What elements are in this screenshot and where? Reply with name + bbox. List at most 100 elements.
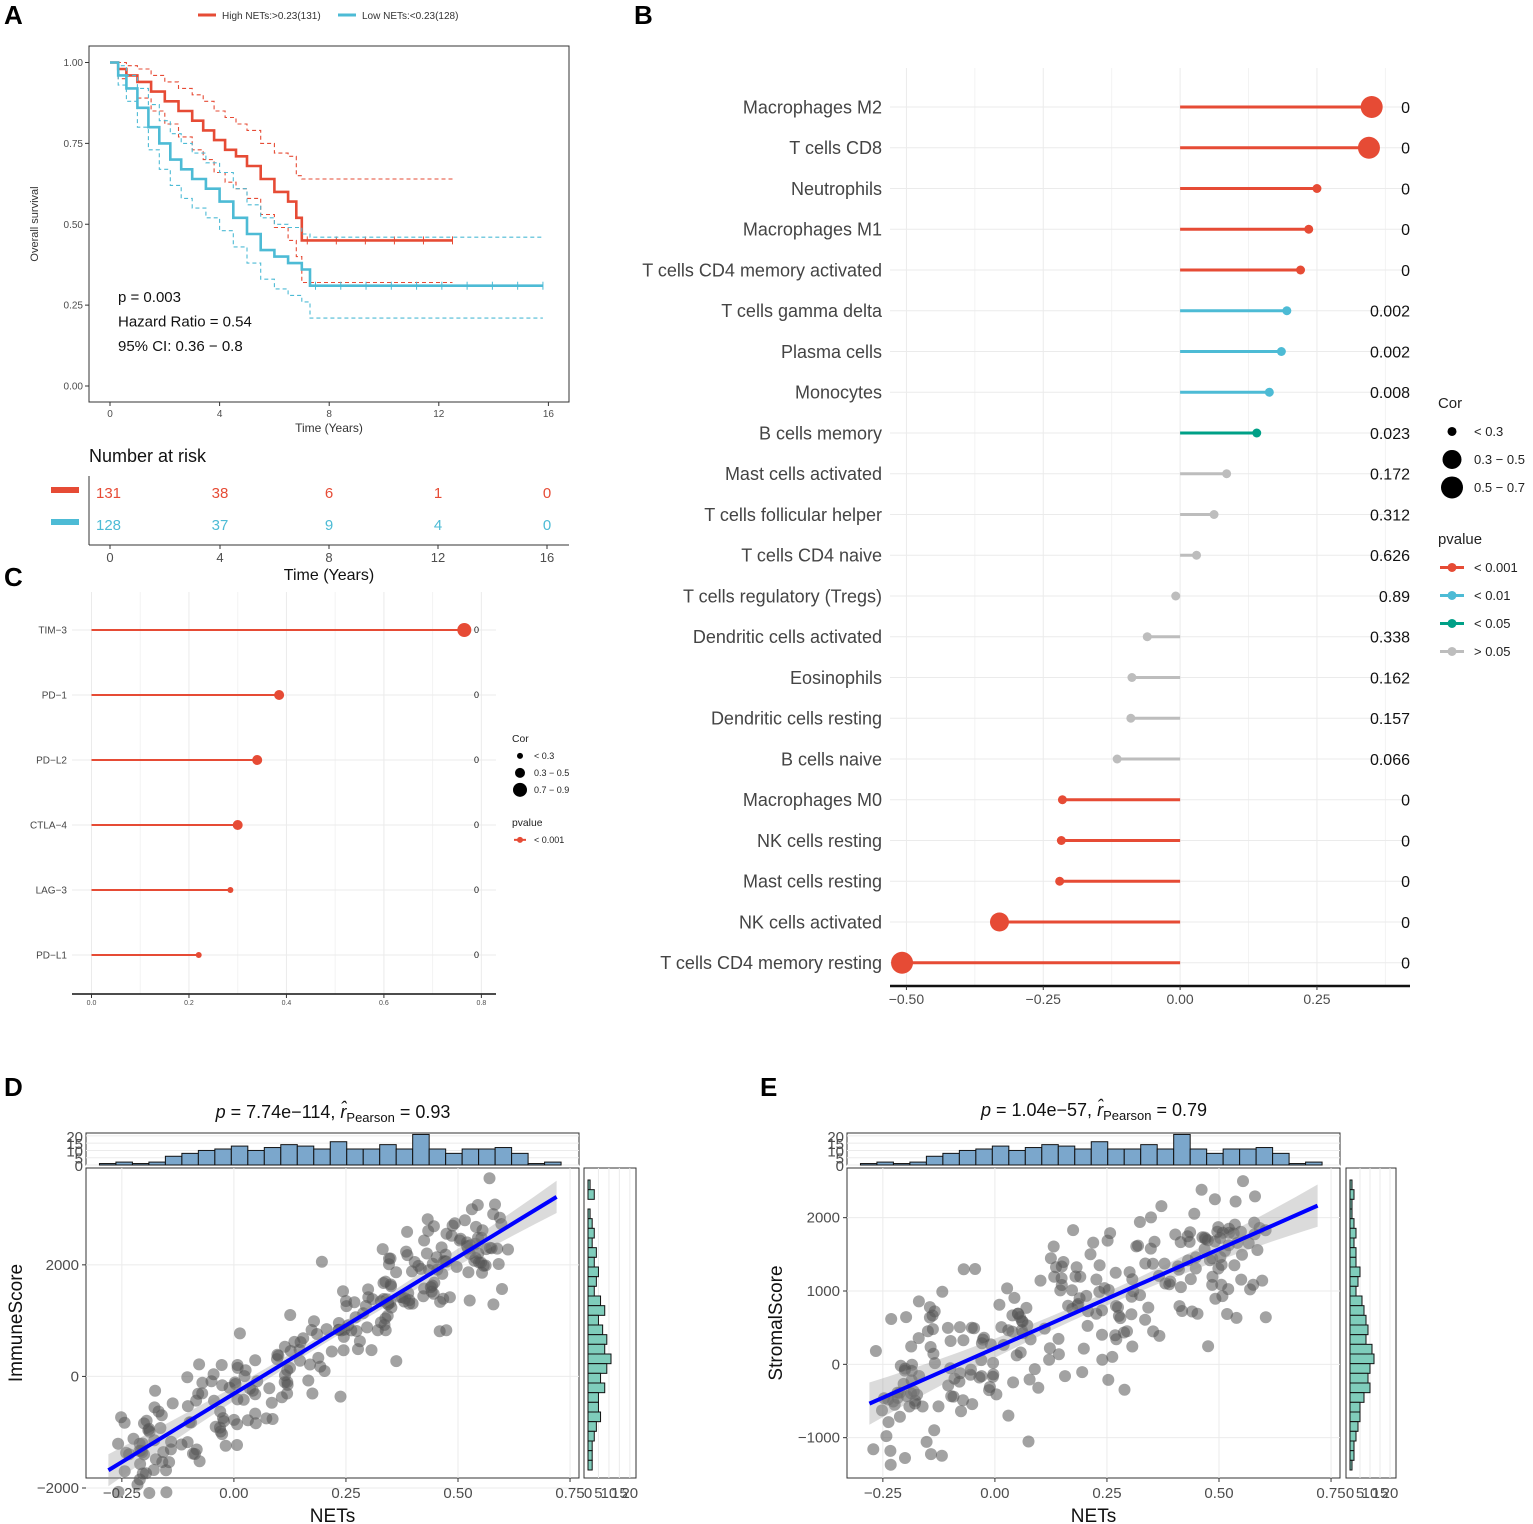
legend-cor-label: 0.5 − 0.7 bbox=[1474, 480, 1525, 495]
lollipop-category-label: PD−1 bbox=[42, 691, 68, 702]
scatter-point bbox=[471, 1199, 484, 1211]
top-histogram-bar bbox=[115, 1161, 133, 1166]
scatter-point bbox=[136, 1467, 149, 1480]
panel-letter-c: C bbox=[4, 562, 23, 592]
top-histogram-bar bbox=[1255, 1147, 1274, 1166]
scatter-point bbox=[1249, 1190, 1261, 1203]
scatter-point bbox=[426, 1257, 439, 1270]
right-histogram-bar bbox=[587, 1401, 599, 1413]
scatter-point bbox=[1169, 1228, 1182, 1241]
right-histogram-bar bbox=[1349, 1353, 1375, 1365]
scatter-point bbox=[112, 1485, 125, 1498]
lollipop-pvalue-label: 0 bbox=[1401, 181, 1410, 198]
lollipop-x-tick-label: 0.25 bbox=[1303, 991, 1330, 1007]
scatter-point bbox=[928, 1424, 941, 1437]
scatter-point bbox=[1184, 1273, 1197, 1286]
scatter-point bbox=[1087, 1236, 1100, 1249]
scatter-point bbox=[337, 1330, 350, 1343]
scatter-point bbox=[1248, 1216, 1261, 1229]
scatter-point bbox=[1188, 1207, 1201, 1220]
right-histogram-bar bbox=[587, 1392, 599, 1403]
scatter-point bbox=[435, 1241, 448, 1254]
km-x-tick-label: 0 bbox=[107, 409, 113, 420]
scatter-point bbox=[976, 1333, 989, 1346]
top-histogram-bar bbox=[909, 1161, 927, 1166]
scatter-point bbox=[1147, 1325, 1160, 1338]
top-histogram-bar bbox=[379, 1144, 397, 1166]
legend-pvalue-title: pvalue bbox=[1438, 531, 1482, 548]
lollipop-point bbox=[1357, 136, 1380, 159]
lollipop-category-label: T cells regulatory (Tregs) bbox=[683, 586, 882, 606]
top-histogram-bar bbox=[1074, 1148, 1092, 1166]
scatter-point bbox=[1133, 1216, 1146, 1228]
scatter-point bbox=[924, 1341, 937, 1353]
scatter-point bbox=[1235, 1273, 1248, 1286]
scatter-point bbox=[1139, 1257, 1152, 1270]
scatter-point bbox=[1050, 1261, 1062, 1274]
top-histogram-tick-label: 0 bbox=[836, 1158, 844, 1175]
top-histogram-bar bbox=[98, 1163, 117, 1166]
legend-cor-label: 0.7 − 0.9 bbox=[534, 785, 569, 795]
title-p-value: = 7.74e−114, bbox=[226, 1102, 341, 1122]
risk-cell: 128 bbox=[96, 517, 121, 534]
top-histogram-bar bbox=[230, 1145, 249, 1166]
lollipop-x-tick-label: 0.4 bbox=[282, 1000, 292, 1007]
km-legend-label: Low NETs:<0.23(128) bbox=[362, 11, 458, 22]
right-histogram-bar bbox=[1349, 1189, 1355, 1200]
scatter-point bbox=[1126, 1273, 1139, 1286]
lollipop-category-label: T cells gamma delta bbox=[721, 301, 883, 321]
scatter-point bbox=[1052, 1332, 1065, 1345]
top-histogram-bar bbox=[1024, 1147, 1043, 1166]
km-legend-label: High NETs:>0.23(131) bbox=[222, 11, 321, 22]
lollipop-point bbox=[1222, 469, 1232, 479]
legend-cor-label: 0.3 − 0.5 bbox=[1474, 452, 1525, 467]
scatter-point bbox=[496, 1283, 508, 1295]
scatter-point bbox=[334, 1390, 347, 1403]
km-plot-frame bbox=[88, 45, 570, 403]
right-histogram-bar bbox=[587, 1324, 604, 1336]
scatter-point bbox=[239, 1364, 252, 1377]
lollipop-point bbox=[1142, 632, 1152, 642]
scatter-point bbox=[365, 1344, 378, 1357]
lollipop-point bbox=[1276, 347, 1286, 356]
scatter-point bbox=[987, 1356, 1000, 1369]
lollipop-pvalue-label: 0 bbox=[474, 950, 479, 960]
scatter-point bbox=[306, 1387, 319, 1400]
scatter-point bbox=[462, 1266, 475, 1279]
right-histogram-bar bbox=[1349, 1266, 1361, 1278]
legend-pvalue-label: < 0.001 bbox=[1474, 560, 1518, 575]
scatter-point bbox=[487, 1298, 500, 1311]
risk-x-tick-label: 12 bbox=[431, 550, 445, 565]
scatter-point bbox=[993, 1298, 1006, 1311]
scatter-point bbox=[1229, 1195, 1242, 1208]
km-annotation: 95% CI: 0.36 − 0.8 bbox=[118, 338, 243, 355]
scatter-point bbox=[215, 1359, 228, 1371]
scatter-point bbox=[936, 1285, 949, 1298]
legend-cor-title: Cor bbox=[1438, 395, 1462, 412]
risk-cell: 131 bbox=[96, 485, 121, 502]
scatter-point bbox=[1259, 1311, 1272, 1324]
scatter-point bbox=[1242, 1237, 1255, 1250]
scatter-point bbox=[957, 1394, 969, 1407]
scatter-point bbox=[1208, 1235, 1221, 1248]
lollipop-point bbox=[274, 690, 285, 700]
lollipop-pvalue-label: 0.157 bbox=[1370, 711, 1410, 728]
lollipop-x-tick-label: −0.25 bbox=[1026, 991, 1062, 1007]
scatter-point bbox=[1021, 1319, 1034, 1332]
top-histogram-bar bbox=[1222, 1148, 1241, 1166]
right-histogram-bar bbox=[1349, 1324, 1369, 1336]
right-histogram-tick-label: 0 bbox=[1346, 1485, 1354, 1502]
lollipop-pvalue-label: 0 bbox=[1401, 141, 1410, 158]
risk-table-title: Number at risk bbox=[89, 446, 207, 466]
scatter-point bbox=[470, 1220, 482, 1233]
scatter-point bbox=[476, 1266, 488, 1279]
panel-c-lollipop: TIM−3 0 PD−1 0 PD−L2 0 CTLA−4 0 LAG−3 0 PD−L1 0 0.0 0… bbox=[30, 592, 569, 1007]
lollipop-category-label: T cells CD4 memory activated bbox=[642, 260, 882, 280]
panel-letter-e: E bbox=[760, 1072, 777, 1102]
scatter-point bbox=[181, 1400, 194, 1413]
scatter-point bbox=[1191, 1307, 1204, 1320]
scatter-point bbox=[165, 1435, 178, 1448]
scatter-point bbox=[1158, 1257, 1171, 1270]
lollipop-category-label: Monocytes bbox=[795, 383, 882, 403]
scatter-point bbox=[1155, 1200, 1168, 1213]
